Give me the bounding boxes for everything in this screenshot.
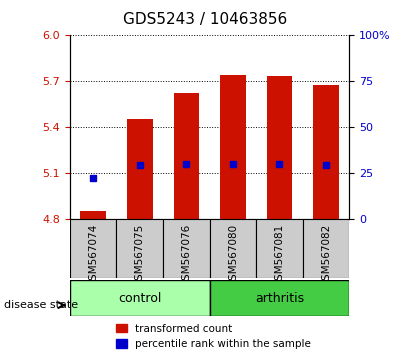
Bar xyxy=(313,85,339,219)
Text: GDS5243 / 10463856: GDS5243 / 10463856 xyxy=(123,12,288,27)
FancyBboxPatch shape xyxy=(303,219,349,278)
Legend: transformed count, percentile rank within the sample: transformed count, percentile rank withi… xyxy=(116,324,311,349)
Text: disease state: disease state xyxy=(4,300,78,310)
FancyBboxPatch shape xyxy=(256,219,303,278)
Bar xyxy=(173,93,199,219)
FancyBboxPatch shape xyxy=(70,280,210,316)
Bar xyxy=(127,119,152,219)
Text: control: control xyxy=(118,292,162,304)
Text: GSM567080: GSM567080 xyxy=(228,224,238,287)
FancyBboxPatch shape xyxy=(163,219,210,278)
Text: GSM567076: GSM567076 xyxy=(181,224,191,287)
Text: arthritis: arthritis xyxy=(255,292,304,304)
FancyBboxPatch shape xyxy=(210,219,256,278)
Text: GSM567074: GSM567074 xyxy=(88,224,98,287)
Text: GSM567082: GSM567082 xyxy=(321,224,331,287)
Text: GSM567081: GSM567081 xyxy=(275,224,284,287)
Bar xyxy=(220,74,246,219)
FancyBboxPatch shape xyxy=(210,280,349,316)
FancyBboxPatch shape xyxy=(116,219,163,278)
Bar xyxy=(267,76,292,219)
Text: GSM567075: GSM567075 xyxy=(135,224,145,287)
Bar xyxy=(81,211,106,219)
FancyBboxPatch shape xyxy=(70,219,116,278)
